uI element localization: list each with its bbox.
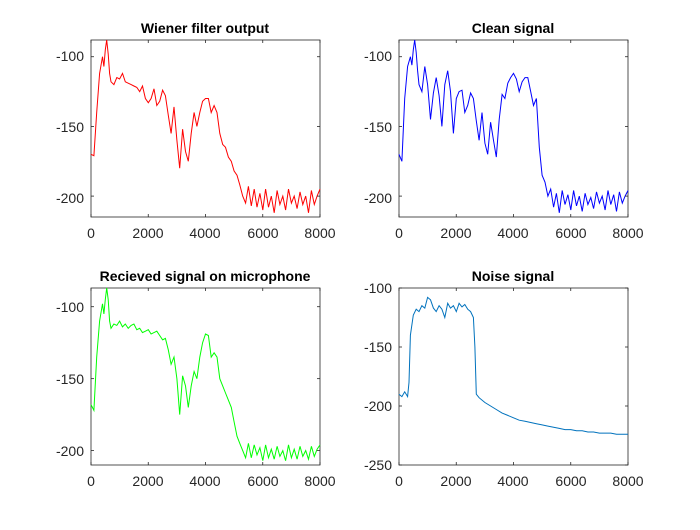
panel-wiener-filter-output: Wiener filter output 0 2000 4000 6000 80… [56, 20, 336, 241]
y-tick-label: -100 [56, 299, 84, 315]
y-tick-label: -200 [56, 443, 84, 459]
y-axis: -100 -150 -200 -250 [364, 280, 392, 473]
x-tick-label: 0 [395, 225, 403, 241]
x-tick-label: 4000 [189, 225, 220, 241]
x-axis: 0 2000 4000 6000 8000 [87, 225, 336, 241]
x-tick-label: 2000 [132, 225, 163, 241]
x-axis: 0 2000 4000 6000 8000 [395, 225, 644, 241]
x-tick-label: 6000 [247, 473, 278, 489]
plot-area [90, 287, 321, 466]
x-tick-label: 6000 [555, 225, 586, 241]
clean-signal-line [398, 39, 629, 213]
noise-signal-line [398, 296, 628, 435]
y-tick-label: -150 [56, 371, 84, 387]
plot-area [398, 39, 629, 218]
y-tick-label: -100 [56, 48, 84, 64]
x-tick-label: 8000 [612, 225, 643, 241]
y-tick-label: -100 [364, 280, 392, 296]
x-tick-label: 4000 [497, 473, 528, 489]
y-axis: -100 -150 -200 [56, 299, 84, 459]
chart-title: Noise signal [472, 268, 554, 284]
x-axis: 0 2000 4000 6000 8000 [87, 473, 336, 489]
y-tick-label: -200 [364, 190, 392, 206]
x-tick-label: 6000 [555, 473, 586, 489]
y-axis: -100 -150 -200 [56, 48, 84, 206]
wiener-filter-output-line [90, 39, 321, 213]
y-tick-label: -200 [364, 398, 392, 414]
x-tick-label: 2000 [440, 473, 471, 489]
y-tick-label: -150 [56, 119, 84, 135]
x-tick-label: 2000 [132, 473, 163, 489]
y-tick-label: -200 [56, 190, 84, 206]
panel-received-signal: Recieved signal on microphone 0 2000 400… [56, 268, 336, 489]
x-tick-label: 8000 [304, 225, 335, 241]
received-signal-line [90, 287, 321, 462]
y-tick-label: -150 [364, 119, 392, 135]
x-tick-label: 4000 [189, 473, 220, 489]
x-tick-label: 6000 [247, 225, 278, 241]
panel-noise-signal: Noise signal 0 2000 4000 6000 8000 -100 … [364, 268, 644, 489]
plot-area [398, 287, 629, 466]
x-tick-label: 0 [87, 225, 95, 241]
chart-title: Wiener filter output [141, 20, 270, 36]
y-tick-label: -250 [364, 457, 392, 473]
plot-area [90, 39, 321, 218]
y-tick-label: -150 [364, 339, 392, 355]
chart-title: Clean signal [472, 20, 554, 36]
x-tick-label: 8000 [612, 473, 643, 489]
x-tick-label: 0 [395, 473, 403, 489]
y-tick-label: -100 [364, 48, 392, 64]
x-tick-label: 2000 [440, 225, 471, 241]
y-axis: -100 -150 -200 [364, 48, 392, 206]
chart-title: Recieved signal on microphone [100, 268, 311, 284]
x-axis: 0 2000 4000 6000 8000 [395, 473, 644, 489]
x-tick-label: 8000 [304, 473, 335, 489]
panel-clean-signal: Clean signal 0 2000 4000 6000 8000 -100 … [364, 20, 644, 241]
x-tick-label: 0 [87, 473, 95, 489]
x-tick-label: 4000 [497, 225, 528, 241]
